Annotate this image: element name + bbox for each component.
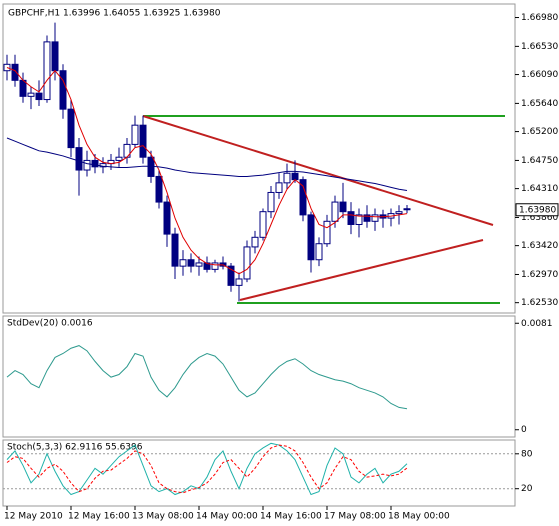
last-price-box bbox=[515, 203, 559, 217]
candle-body bbox=[163, 201, 171, 235]
candle-body bbox=[243, 246, 251, 280]
candle-body bbox=[179, 259, 187, 267]
candle-body bbox=[235, 278, 243, 286]
candle-body bbox=[211, 262, 219, 270]
candle-body bbox=[267, 191, 275, 213]
candle-body bbox=[339, 201, 347, 213]
x-tick-label: 14 May 00:00 bbox=[196, 512, 258, 522]
candle-body bbox=[363, 214, 371, 222]
series-line bbox=[6, 67, 408, 275]
candle-body bbox=[323, 220, 331, 245]
x-tick-label: 13 May 08:00 bbox=[132, 512, 194, 522]
series-line bbox=[6, 137, 408, 192]
candle-body bbox=[43, 41, 51, 101]
candle-body bbox=[259, 211, 267, 238]
y-tick-label: 1.66530 bbox=[521, 42, 558, 52]
candle-body bbox=[67, 108, 75, 149]
candle-body bbox=[203, 262, 211, 270]
candle-body bbox=[195, 262, 203, 267]
candle-body bbox=[83, 159, 91, 171]
candle-body bbox=[395, 211, 403, 215]
x-tick-label: 17 May 08:00 bbox=[324, 512, 386, 522]
y-tick-label: 1.66980 bbox=[521, 13, 558, 23]
y-tick-label: 80 bbox=[521, 449, 533, 459]
y-tick-label: 0 bbox=[521, 425, 527, 435]
candle-body bbox=[371, 214, 379, 222]
x-tick-label: 12 May 2010 bbox=[4, 512, 63, 522]
y-tick-label: 1.62530 bbox=[521, 298, 558, 308]
panel-title: Stoch(5,3,3) 62.9116 55.6396 bbox=[7, 443, 143, 453]
y-tick-label: 1.65200 bbox=[521, 127, 558, 137]
main-panel bbox=[2, 3, 516, 314]
y-tick-label: 1.64310 bbox=[521, 184, 558, 194]
y-tick-label: 1.63860 bbox=[521, 213, 558, 223]
candle-body bbox=[75, 147, 83, 171]
candle-body bbox=[131, 124, 139, 145]
candle-body bbox=[275, 182, 283, 193]
candle-body bbox=[315, 243, 323, 261]
candle-body bbox=[187, 259, 195, 267]
y-tick-label: 1.66090 bbox=[521, 70, 558, 80]
candle-body bbox=[19, 79, 27, 97]
candle-body bbox=[171, 233, 179, 267]
y-tick-label: 1.65640 bbox=[521, 99, 558, 109]
candle-body bbox=[155, 175, 163, 203]
y-tick-label: 1.64750 bbox=[521, 156, 558, 166]
candle-body bbox=[331, 201, 339, 222]
candle-body bbox=[403, 208, 411, 211]
candle-body bbox=[91, 159, 99, 168]
candle-body bbox=[11, 63, 19, 81]
candle-body bbox=[299, 179, 307, 216]
y-tick-label: 1.62970 bbox=[521, 270, 558, 280]
candle-body bbox=[291, 172, 299, 181]
y-tick-label: 0.0081 bbox=[521, 319, 553, 329]
candle-body bbox=[355, 214, 363, 225]
chart-title: GBPCHF,H1 1.63996 1.64055 1.63925 1.6398… bbox=[8, 9, 221, 19]
trendline bbox=[142, 115, 494, 226]
last-price-label: 1.63980 bbox=[519, 205, 556, 215]
candle-body bbox=[227, 265, 235, 286]
series-line bbox=[6, 444, 408, 494]
candle-body bbox=[283, 172, 291, 184]
candle-body bbox=[307, 214, 315, 261]
x-tick-label: 14 May 16:00 bbox=[260, 512, 322, 522]
candle-body bbox=[347, 211, 355, 225]
x-tick-label: 18 May 00:00 bbox=[388, 512, 450, 522]
series-line bbox=[6, 345, 408, 410]
candle-body bbox=[51, 41, 59, 72]
panel-title: StdDev(20) 0.0016 bbox=[7, 319, 93, 329]
candle-body bbox=[59, 70, 67, 110]
candle-body bbox=[35, 92, 43, 101]
series-line bbox=[6, 442, 408, 496]
trendline bbox=[239, 239, 484, 301]
stddev-panel bbox=[2, 315, 516, 438]
y-tick-label: 20 bbox=[521, 484, 533, 494]
x-tick-label: 12 May 16:00 bbox=[68, 512, 130, 522]
candle-body bbox=[139, 124, 147, 158]
candle-body bbox=[115, 156, 123, 161]
y-tick-label: 1.63420 bbox=[521, 241, 558, 251]
candle-body bbox=[251, 236, 259, 248]
candle-body bbox=[27, 92, 35, 97]
